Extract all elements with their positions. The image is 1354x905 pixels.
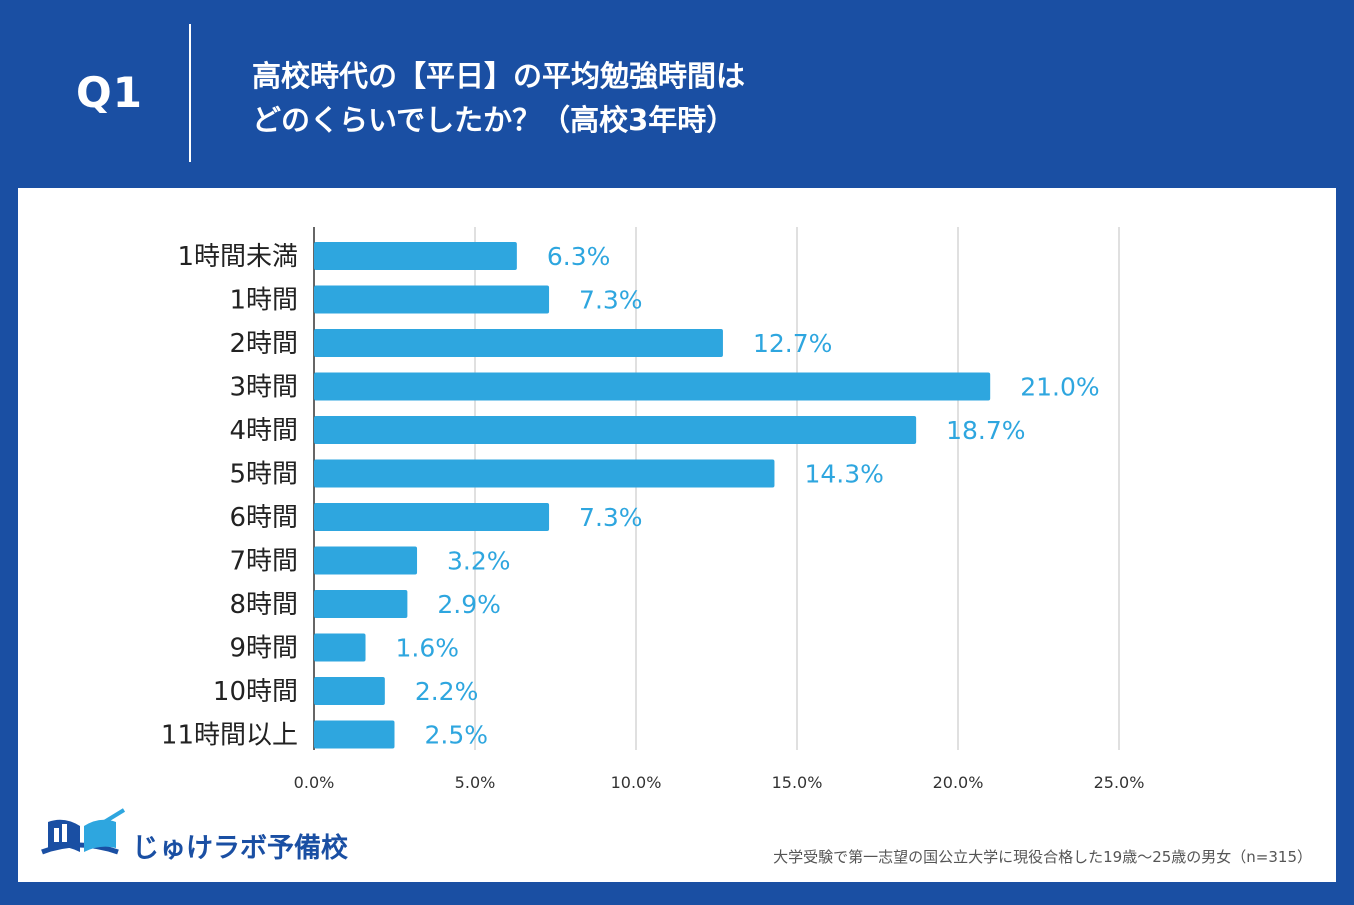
bar <box>314 633 366 662</box>
question-title: 高校時代の【平日】の平均勉強時間は どのくらいでしたか？（高校3年時） <box>252 54 745 142</box>
x-tick-label: 5.0% <box>455 773 496 792</box>
category-label: 11時間以上 <box>161 721 298 751</box>
value-label: 12.7% <box>753 329 832 358</box>
bar <box>314 546 418 575</box>
bar <box>314 677 385 705</box>
category-label: 10時間 <box>213 677 298 707</box>
bar <box>314 285 550 314</box>
value-label: 3.2% <box>447 547 511 576</box>
bar <box>314 416 917 444</box>
category-label: 4時間 <box>229 416 298 446</box>
question-number: Q1 <box>76 68 143 117</box>
value-label: 18.7% <box>946 416 1025 445</box>
question-title-line1: 高校時代の【平日】の平均勉強時間は <box>252 59 746 93</box>
survey-footnote: 大学受験で第一志望の国公立大学に現役合格した19歳～25歳の男女（n=315） <box>773 848 1312 866</box>
x-tick-label: 20.0% <box>933 773 984 792</box>
header-divider <box>189 24 191 162</box>
x-tick-label: 10.0% <box>611 773 662 792</box>
brand-logo-text: じゅけラボ予備校 <box>132 833 348 864</box>
bar <box>314 329 723 357</box>
bar <box>314 372 991 401</box>
book-logo-icon <box>41 808 126 855</box>
category-label: 5時間 <box>229 460 298 490</box>
category-label: 8時間 <box>229 590 298 620</box>
category-label: 6時間 <box>229 503 298 533</box>
value-label: 1.6% <box>396 634 460 663</box>
chart-panel <box>18 188 1336 882</box>
category-label: 1時間未満 <box>177 242 298 272</box>
value-label: 2.9% <box>437 590 501 619</box>
value-label: 2.2% <box>415 677 479 706</box>
category-label: 1時間 <box>229 286 298 316</box>
value-label: 6.3% <box>547 242 611 271</box>
bar <box>314 590 408 618</box>
question-title-line2: どのくらいでしたか？（高校3年時） <box>252 103 736 137</box>
category-label: 2時間 <box>229 329 298 359</box>
value-label: 7.3% <box>579 503 643 532</box>
value-label: 14.3% <box>804 460 883 489</box>
value-label: 7.3% <box>579 286 643 315</box>
value-label: 21.0% <box>1020 373 1099 402</box>
category-label: 3時間 <box>229 373 298 403</box>
category-label: 9時間 <box>229 634 298 664</box>
bar <box>314 459 775 488</box>
x-tick-label: 0.0% <box>294 773 335 792</box>
bar <box>314 242 517 270</box>
bar <box>314 503 550 531</box>
bar <box>314 720 395 749</box>
value-label: 2.5% <box>425 721 489 750</box>
x-tick-label: 15.0% <box>772 773 823 792</box>
x-tick-label: 25.0% <box>1094 773 1145 792</box>
category-label: 7時間 <box>229 547 298 577</box>
